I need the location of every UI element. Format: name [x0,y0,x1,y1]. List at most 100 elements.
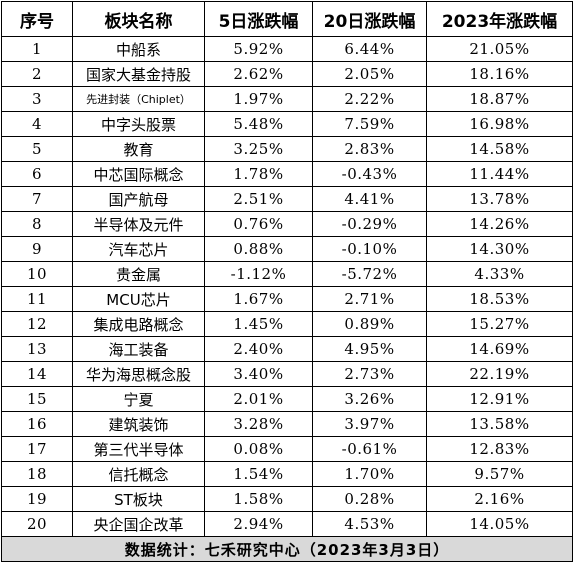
row-index: 8 [1,211,73,237]
change-ytd: 15.27% [426,311,573,337]
sector-name: 央企国企改革 [72,511,205,537]
table-row: 13 海工装备 2.40% 4.95% 14.69% [1,336,573,362]
table-row: 6 中芯国际概念 1.78% -0.43% 11.44% [1,161,573,187]
change-ytd: 12.91% [426,386,573,412]
change-20day: 4.95% [312,336,427,362]
table-row: 15 宁夏 2.01% 3.26% 12.91% [1,386,573,412]
row-index: 13 [1,336,73,362]
change-5day: 1.67% [204,286,313,312]
table-row: 12 集成电路概念 1.45% 0.89% 15.27% [1,311,573,337]
table-row: 16 建筑装饰 3.28% 3.97% 13.58% [1,411,573,437]
data-source-note: 数据统计：七禾研究中心（2023年3月3日） [1,536,573,562]
sector-name: 半导体及元件 [72,211,205,237]
change-ytd: 14.05% [426,511,573,537]
change-20day: 0.89% [312,311,427,337]
row-index: 20 [1,511,73,537]
change-5day: 5.92% [204,36,313,62]
row-index: 17 [1,436,73,462]
table-row: 17 第三代半导体 0.08% -0.61% 12.83% [1,436,573,462]
row-index: 16 [1,411,73,437]
change-ytd: 14.30% [426,236,573,262]
sector-name: 教育 [72,136,205,162]
change-5day: 0.88% [204,236,313,262]
sector-name: ST板块 [72,486,205,512]
change-20day: -0.61% [312,436,427,462]
table-row: 5 教育 3.25% 2.83% 14.58% [1,136,573,162]
change-ytd: 9.57% [426,461,573,487]
row-index: 19 [1,486,73,512]
table-row: 9 汽车芯片 0.88% -0.10% 14.30% [1,236,573,262]
table-row: 18 信托概念 1.54% 1.70% 9.57% [1,461,573,487]
header-sector-name: 板块名称 [72,1,205,37]
table-row: 1 中船系 5.92% 6.44% 21.05% [1,36,573,62]
change-5day: 2.62% [204,61,313,87]
sector-name: 华为海思概念股 [72,361,205,387]
row-index: 3 [1,86,73,112]
change-5day: 2.01% [204,386,313,412]
row-index: 10 [1,261,73,287]
change-5day: 1.58% [204,486,313,512]
header-row: 序号 板块名称 5日涨跌幅 20日涨跌幅 2023年涨跌幅 [1,1,573,37]
change-20day: -0.29% [312,211,427,237]
change-ytd: 22.19% [426,361,573,387]
sector-name: 国产航母 [72,186,205,212]
change-5day: 3.40% [204,361,313,387]
row-index: 18 [1,461,73,487]
change-20day: 0.28% [312,486,427,512]
row-index: 11 [1,286,73,312]
change-5day: 1.54% [204,461,313,487]
table-header: 序号 板块名称 5日涨跌幅 20日涨跌幅 2023年涨跌幅 [1,1,573,37]
sector-name: 中字头股票 [72,111,205,137]
table-row: 4 中字头股票 5.48% 7.59% 16.98% [1,111,573,137]
table-footer: 数据统计：七禾研究中心（2023年3月3日） [1,536,573,562]
change-20day: 2.83% [312,136,427,162]
change-20day: 3.97% [312,411,427,437]
change-5day: 1.97% [204,86,313,112]
change-20day: 4.53% [312,511,427,537]
row-index: 7 [1,186,73,212]
change-5day: 2.51% [204,186,313,212]
row-index: 2 [1,61,73,87]
table-row: 14 华为海思概念股 3.40% 2.73% 22.19% [1,361,573,387]
change-20day: 2.22% [312,86,427,112]
change-20day: -0.43% [312,161,427,187]
sector-name: 建筑装饰 [72,411,205,437]
change-20day: 7.59% [312,111,427,137]
change-20day: 3.26% [312,386,427,412]
sector-name: 先进封装（Chiplet） [72,86,205,112]
table-row: 11 MCU芯片 1.67% 2.71% 18.53% [1,286,573,312]
header-5day-change: 5日涨跌幅 [204,1,313,37]
change-20day: 2.05% [312,61,427,87]
change-ytd: 14.58% [426,136,573,162]
header-index: 序号 [1,1,73,37]
change-5day: 0.08% [204,436,313,462]
header-20day-change: 20日涨跌幅 [312,1,427,37]
change-ytd: 14.69% [426,336,573,362]
change-5day: 1.78% [204,161,313,187]
change-5day: 3.25% [204,136,313,162]
change-20day: 4.41% [312,186,427,212]
change-20day: -0.10% [312,236,427,262]
table-row: 10 贵金属 -1.12% -5.72% 4.33% [1,261,573,287]
sector-name: 集成电路概念 [72,311,205,337]
row-index: 14 [1,361,73,387]
sector-name: 信托概念 [72,461,205,487]
sector-name: 贵金属 [72,261,205,287]
sector-name: 中芯国际概念 [72,161,205,187]
change-ytd: 4.33% [426,261,573,287]
row-index: 6 [1,161,73,187]
change-ytd: 12.83% [426,436,573,462]
row-index: 9 [1,236,73,262]
row-index: 4 [1,111,73,137]
sector-name: 国家大基金持股 [72,61,205,87]
change-ytd: 13.78% [426,186,573,212]
change-ytd: 18.87% [426,86,573,112]
change-ytd: 16.98% [426,111,573,137]
change-20day: 6.44% [312,36,427,62]
sector-name: MCU芯片 [72,286,205,312]
table-body: 1 中船系 5.92% 6.44% 21.05% 2 国家大基金持股 2.62% 2.05% 18… [1,36,573,537]
change-5day: -1.12% [204,261,313,287]
table-row: 2 国家大基金持股 2.62% 2.05% 18.16% [1,61,573,87]
change-5day: 1.45% [204,311,313,337]
row-index: 15 [1,386,73,412]
